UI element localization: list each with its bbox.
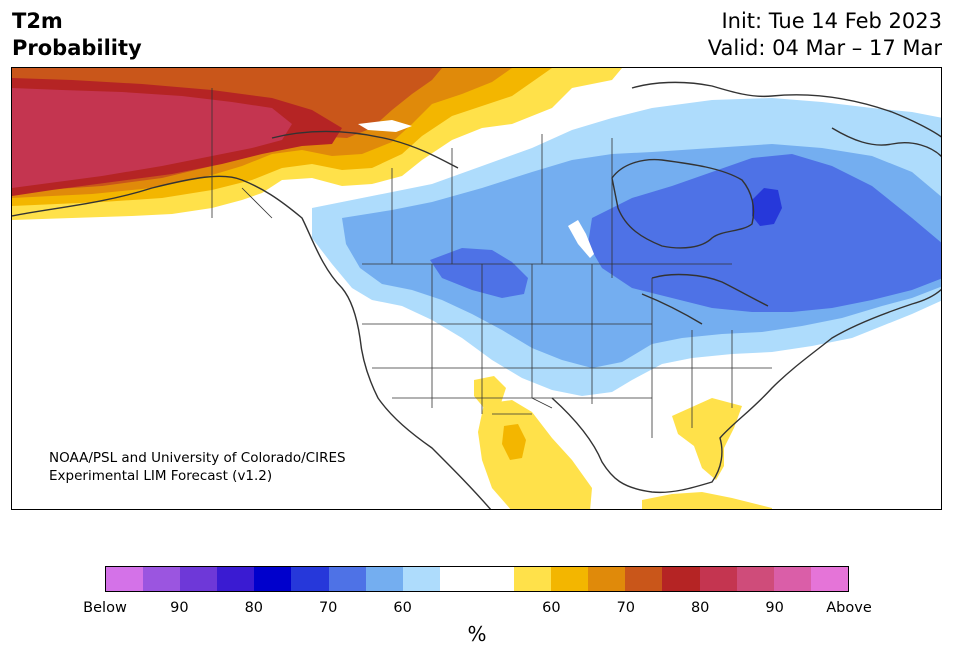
credit-line-1: NOAA/PSL and University of Colorado/CIRE… [49, 450, 346, 466]
below-80-region [588, 154, 941, 312]
colorbar-segment [180, 567, 218, 591]
colorbar-segment [254, 567, 292, 591]
colorbar-segment [588, 567, 626, 591]
valid-period: Valid: 04 Mar – 17 Mar [707, 36, 942, 60]
below-85-region-hudson [752, 188, 782, 226]
below-80-region-plains [430, 248, 528, 298]
colorbar-unit: % [467, 622, 487, 646]
colorbar-tick-label: 60 [542, 600, 561, 616]
credit-line-2: Experimental LIM Forecast (v1.2) [49, 468, 273, 484]
above-60-region-mexico [502, 424, 526, 460]
title-line-1: T2m [12, 9, 63, 33]
above-85-region-alaska [12, 88, 292, 188]
title-line-2: Probability [12, 36, 142, 60]
colorbar-segment [773, 567, 811, 591]
colorbar-segment [810, 567, 848, 591]
colorbar-tick-label: 60 [393, 600, 412, 616]
colorbar-segment [439, 567, 477, 591]
colorbar-segment [736, 567, 774, 591]
colorbar-segment [328, 567, 366, 591]
above-50-region-florida [672, 398, 742, 480]
lake-hudson-white [358, 120, 412, 132]
colorbar-segment [106, 567, 144, 591]
credit-text: NOAA/PSL and University of Colorado/CIRE… [49, 449, 346, 485]
colorbar-segment [217, 567, 255, 591]
colorbar-segment [143, 567, 181, 591]
colorbar-tick-label: 80 [690, 600, 710, 616]
above-50-region-caribbean [642, 492, 772, 509]
colorbar-tick-label: Above [826, 600, 872, 616]
colorbar-segment [514, 567, 552, 591]
colorbar-tick-label: 80 [244, 600, 264, 616]
colorbar-tick-label: 90 [765, 600, 784, 616]
colorbar-segment [625, 567, 663, 591]
colorbar [105, 566, 849, 592]
colorbar-segment [402, 567, 440, 591]
colorbar-tick-label: 70 [616, 600, 636, 616]
map-title: T2m Probability [12, 8, 142, 62]
colorbar-segment [365, 567, 403, 591]
colorbar-segment [476, 567, 515, 591]
colorbar-tick-label: 90 [170, 600, 189, 616]
colorbar-tick-label: Below [83, 600, 127, 616]
coastlines [12, 81, 941, 509]
init-date: Init: Tue 14 Feb 2023 [721, 9, 942, 33]
colorbar-segment [662, 567, 700, 591]
lake-winnipeg [568, 220, 594, 258]
colorbar-tick-label: 70 [318, 600, 338, 616]
colorbar-segment [551, 567, 589, 591]
probability-map [12, 68, 941, 509]
colorbar-segment [699, 567, 737, 591]
political-borders [211, 88, 772, 438]
colorbar-segment [291, 567, 329, 591]
map-panel [11, 67, 942, 510]
forecast-dates: Init: Tue 14 Feb 2023 Valid: 04 Mar – 17… [708, 8, 942, 62]
